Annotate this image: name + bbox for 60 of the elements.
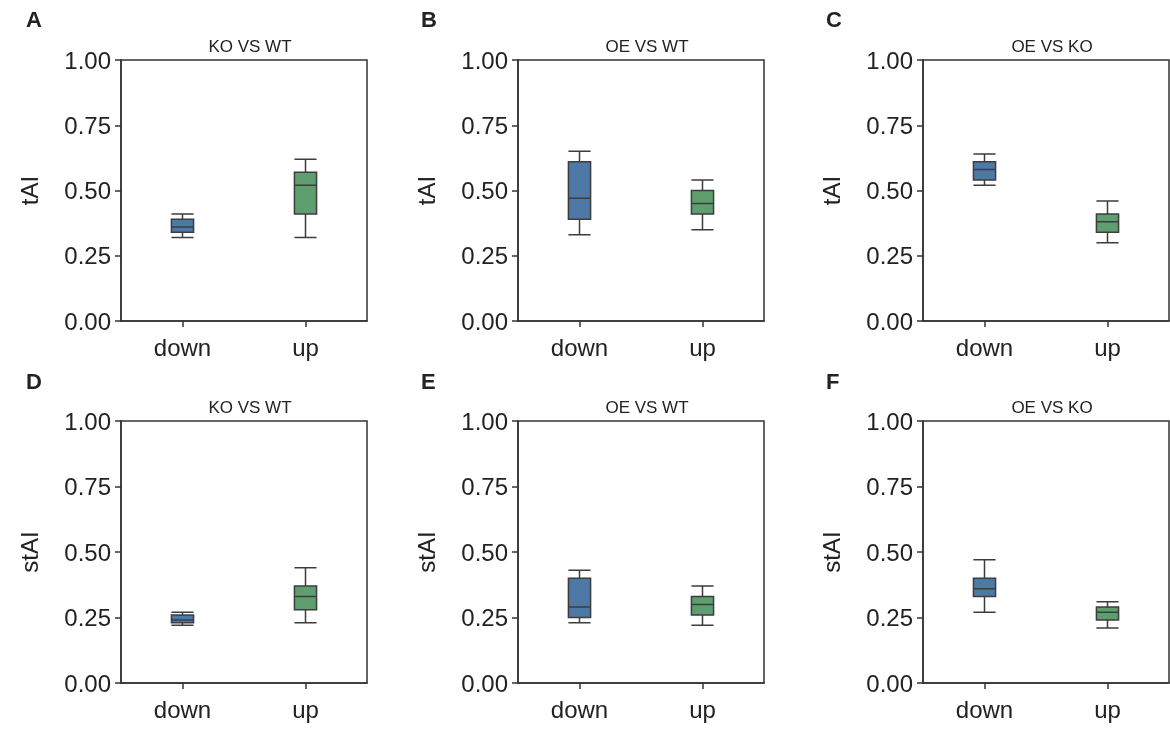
- x-tick-label: up: [292, 333, 319, 361]
- y-tick-label: 1.00: [866, 407, 913, 435]
- x-tick-label: down: [955, 333, 1014, 361]
- chart-title: OE VS KO: [1011, 398, 1093, 417]
- y-axis-title: tAI: [15, 175, 43, 206]
- y-tick-label: 0.50: [461, 538, 508, 566]
- y-axis-title: stAI: [412, 531, 440, 573]
- x-tick-label: up: [689, 695, 716, 723]
- y-tick-label: 0.00: [64, 307, 111, 335]
- text: C: [826, 6, 842, 32]
- text: B: [421, 6, 437, 32]
- x-tick-label: up: [1094, 333, 1121, 361]
- x-tick-label: down: [550, 333, 609, 361]
- text: E: [421, 368, 436, 394]
- y-tick-label: 0.75: [461, 111, 508, 139]
- y-tick-label: 0.25: [64, 604, 111, 631]
- y-axis-title: stAI: [817, 531, 845, 573]
- y-axis-title: tAI: [817, 175, 845, 206]
- y-axis-title: stAI: [15, 531, 43, 573]
- x-tick-label: down: [153, 333, 212, 361]
- chart-title: OE VS WT: [605, 37, 689, 56]
- y-tick-label: 0.75: [461, 473, 508, 500]
- y-tick-label: 0.50: [64, 177, 111, 204]
- y-tick-label: 0.50: [64, 538, 111, 566]
- y-tick-label: 1.00: [64, 407, 111, 435]
- y-tick-label: 0.75: [64, 111, 111, 139]
- x-tick-label: down: [550, 695, 609, 723]
- y-tick-label: 0.00: [461, 307, 508, 335]
- y-tick-label: 1.00: [64, 46, 111, 74]
- chart-title: KO VS WT: [208, 37, 292, 56]
- y-tick-label: 0.25: [866, 604, 913, 631]
- x-tick-label: down: [153, 695, 212, 723]
- y-tick-label: 0.75: [64, 473, 111, 500]
- text: F: [826, 368, 840, 394]
- x-tick-label: up: [1094, 695, 1121, 723]
- y-tick-label: 0.00: [64, 669, 111, 697]
- y-tick-label: 0.25: [866, 242, 913, 270]
- y-tick-label: 0.25: [461, 242, 508, 270]
- chart-title: OE VS WT: [605, 398, 689, 417]
- y-tick-label: 0.00: [461, 669, 508, 697]
- x-tick-label: down: [955, 695, 1014, 723]
- y-tick-label: 0.00: [866, 669, 913, 697]
- y-tick-label: 1.00: [866, 46, 913, 74]
- y-axis-title: tAI: [412, 175, 440, 206]
- text: D: [26, 368, 42, 394]
- y-tick-label: 0.75: [866, 473, 913, 500]
- chart-title: KO VS WT: [208, 398, 292, 417]
- y-tick-label: 0.50: [866, 538, 913, 566]
- y-tick-label: 0.25: [461, 604, 508, 631]
- x-tick-label: up: [689, 333, 716, 361]
- y-tick-label: 1.00: [461, 407, 508, 435]
- y-tick-label: 0.75: [866, 111, 913, 139]
- x-tick-label: up: [292, 695, 319, 723]
- y-tick-label: 0.00: [866, 307, 913, 335]
- y-tick-label: 1.00: [461, 46, 508, 74]
- chart-title: OE VS KO: [1011, 37, 1093, 56]
- text: A: [26, 6, 42, 32]
- y-tick-label: 0.50: [461, 177, 508, 204]
- y-tick-label: 0.25: [64, 242, 111, 270]
- y-tick-label: 0.50: [866, 177, 913, 204]
